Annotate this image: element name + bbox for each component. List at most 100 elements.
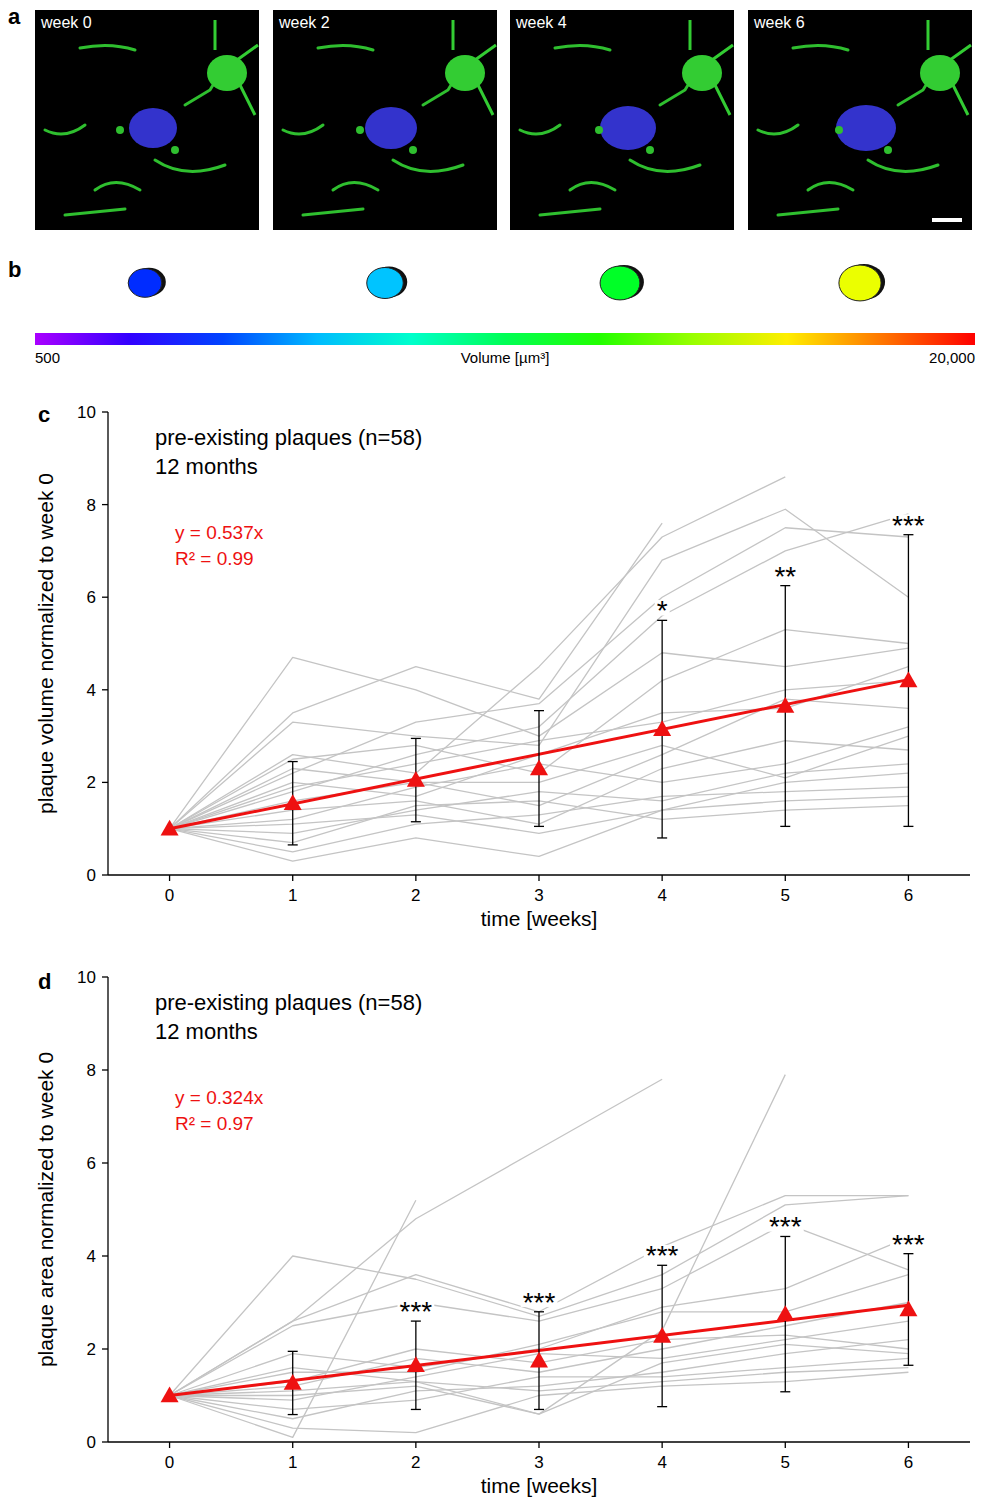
y-tick-label: 2 — [87, 773, 96, 792]
x-tick — [785, 875, 786, 881]
mean-marker — [899, 1300, 917, 1316]
chart: dpre-existing plaques (n=58)12 monthsy =… — [34, 968, 970, 1497]
y-tick-label: 2 — [87, 1340, 96, 1359]
y-tick-label: 6 — [87, 1154, 96, 1173]
x-tick — [292, 875, 293, 881]
subtitle: 12 months — [155, 454, 258, 479]
cell-body — [682, 55, 722, 91]
y-tick-label: 8 — [87, 1061, 96, 1080]
x-tick-label: 6 — [904, 886, 913, 905]
dendrite — [793, 45, 848, 50]
y-tick — [102, 1069, 108, 1070]
error-cap — [534, 826, 544, 827]
y-tick — [102, 874, 108, 875]
dendrite — [303, 209, 363, 215]
mean-marker — [776, 1305, 794, 1321]
dendrite — [95, 183, 140, 191]
x-tick — [169, 875, 170, 881]
x-tick-label: 6 — [904, 1453, 913, 1472]
dot — [595, 126, 603, 134]
equation: y = 0.324x — [175, 1087, 264, 1108]
image-bg — [510, 10, 734, 230]
plaque-line — [170, 1200, 416, 1437]
x-tick-label: 4 — [657, 1453, 666, 1472]
y-tick-label: 6 — [87, 588, 96, 607]
x-tick-label: 1 — [288, 886, 297, 905]
image-bg — [273, 10, 497, 230]
x-tick-label: 5 — [781, 886, 790, 905]
x-tick — [785, 1442, 786, 1448]
dendrite — [778, 209, 838, 215]
significance: * — [657, 595, 668, 626]
mean-marker — [284, 794, 302, 810]
image-label: week 6 — [753, 14, 805, 31]
significance: *** — [523, 1287, 556, 1318]
error-cap — [288, 761, 298, 762]
y-tick — [102, 689, 108, 690]
x-tick-label: 0 — [165, 886, 174, 905]
x-tick — [169, 1442, 170, 1448]
equation: R² = 0.99 — [175, 548, 254, 569]
x-tick — [908, 875, 909, 881]
error-cap — [534, 1409, 544, 1410]
dendrite — [155, 160, 225, 171]
y-tick-label: 0 — [87, 1433, 96, 1452]
significance: *** — [892, 510, 925, 541]
subtitle: 12 months — [155, 1019, 258, 1044]
significance: *** — [646, 1240, 679, 1271]
mean-marker — [653, 720, 671, 736]
plaque-render — [600, 266, 640, 300]
micrograph: week 4 — [510, 10, 734, 230]
dendrite — [808, 183, 853, 191]
dendrite — [318, 45, 373, 50]
plaque — [836, 105, 896, 151]
mean-marker — [899, 672, 917, 688]
plaque — [365, 107, 417, 149]
dendrite — [65, 209, 125, 215]
mean-marker — [530, 760, 548, 776]
plot-area — [161, 477, 918, 861]
error-cap — [411, 738, 421, 739]
y-tick — [102, 782, 108, 783]
dendrite — [283, 125, 323, 134]
plaque-line — [170, 523, 663, 829]
plaque-render — [839, 265, 881, 301]
title: pre-existing plaques (n=58) — [155, 990, 422, 1015]
error-cap — [903, 826, 913, 827]
y-tick-label: 10 — [77, 403, 96, 422]
panel-letter: c — [38, 402, 50, 427]
plaque-line — [170, 528, 909, 829]
x-tick — [415, 875, 416, 881]
dendrite — [570, 183, 615, 191]
y-tick — [102, 504, 108, 505]
x-tick — [415, 1442, 416, 1448]
y-tick — [102, 1162, 108, 1163]
y-tick — [102, 976, 108, 977]
plaque-line — [170, 1075, 786, 1414]
error-cap — [780, 1391, 790, 1392]
x-tick-label: 3 — [534, 1453, 543, 1472]
scale-bar — [932, 218, 962, 222]
x-tick-label: 5 — [781, 1453, 790, 1472]
y-tick — [102, 1255, 108, 1256]
micrograph: week 0 — [35, 10, 259, 230]
y-axis-title: plaque volume normalized to week 0 — [34, 473, 57, 814]
micrograph: week 2 — [273, 10, 497, 230]
y-tick-label: 4 — [87, 681, 96, 700]
image-bg — [748, 10, 972, 230]
colorbar — [35, 333, 975, 345]
error-cap — [288, 844, 298, 845]
equation: R² = 0.97 — [175, 1113, 254, 1134]
image-bg — [35, 10, 259, 230]
cell-body — [445, 55, 485, 91]
y-tick-label: 10 — [77, 968, 96, 987]
y-tick — [102, 411, 108, 412]
mean-marker — [161, 1387, 179, 1403]
plaque-line — [170, 1196, 909, 1396]
dendrite — [555, 45, 610, 50]
x-tick-label: 1 — [288, 1453, 297, 1472]
error-cap — [411, 1409, 421, 1410]
y-tick-label: 0 — [87, 866, 96, 885]
mean-marker — [530, 1352, 548, 1368]
x-tick — [661, 875, 662, 881]
